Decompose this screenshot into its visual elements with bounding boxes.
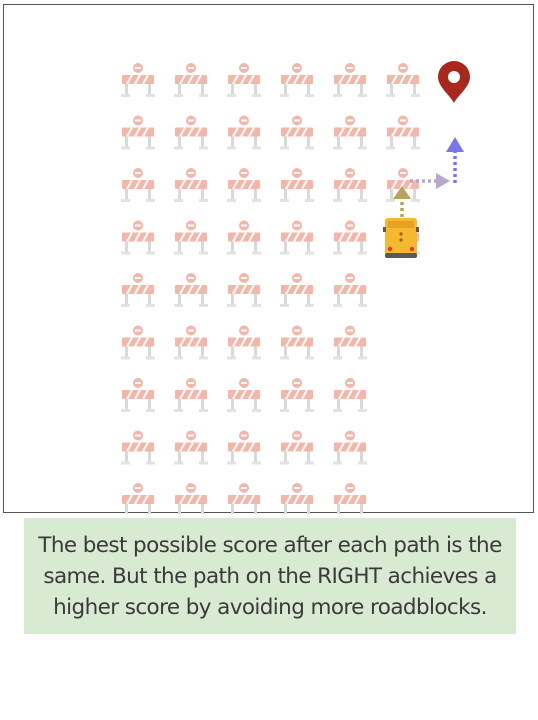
roadblock-icon [279,167,315,203]
roadblock-icon [279,272,315,308]
caption-box: The best possible score after each path … [24,518,516,634]
roadblock-icon [120,219,156,256]
roadblock-icon [173,429,209,466]
caption-text: The best possible score after each path … [38,532,502,620]
roadblock-icon [279,429,315,466]
roadblock-icon [385,114,421,151]
roadblock-icon [226,429,262,466]
roadblock-icon [332,429,368,466]
scene-canvas [120,61,470,514]
roadblock-grid [120,62,421,514]
arrow-right-icon [436,173,450,189]
roadblock-icon [332,219,368,256]
roadblock-icon [173,377,209,413]
roadblock-icon [226,62,262,98]
roadblock-icon [226,324,262,361]
roadblock-icon [332,114,368,151]
roadblock-icon [226,272,262,308]
roadblock-icon [173,114,209,151]
roadblock-icon [332,377,368,413]
roadblock-icon [120,482,156,514]
roadblock-icon [173,482,209,514]
arrow-up-goal-icon [446,137,464,152]
roadblock-icon [120,377,156,413]
roadblock-icon [279,62,315,98]
roadblock-icon [226,167,262,203]
roadblock-icon [120,429,156,466]
roadblock-icon [332,167,368,203]
roadblock-icon [120,62,156,98]
roadblock-icon [226,377,262,413]
roadblock-icon [173,167,209,203]
school-bus-icon [383,218,419,258]
roadblock-icon [332,482,368,514]
roadblock-icon [332,62,368,98]
roadblock-icon [279,114,315,151]
roadblock-icon [173,324,209,361]
roadblock-icon [332,324,368,361]
roadblock-icon [385,62,421,98]
roadblock-icon [226,114,262,151]
roadblock-icon [279,482,315,514]
roadblock-icon [279,324,315,361]
roadblock-icon [226,482,262,514]
roadblock-icon [279,377,315,413]
roadblock-icon [120,324,156,361]
roadblock-icon [226,219,262,256]
roadblock-icon [173,62,209,98]
roadblock-icon [279,219,315,256]
roadblock-icon [332,272,368,308]
roadblock-icon [120,272,156,308]
roadblock-icon [173,219,209,256]
map-pin-icon [438,61,470,103]
roadblock-icon [120,114,156,151]
arrow-up-icon [393,186,411,199]
roadblock-icon [173,272,209,308]
path-scene [3,4,534,514]
path-right-route [393,137,464,217]
roadblock-icon [120,167,156,203]
